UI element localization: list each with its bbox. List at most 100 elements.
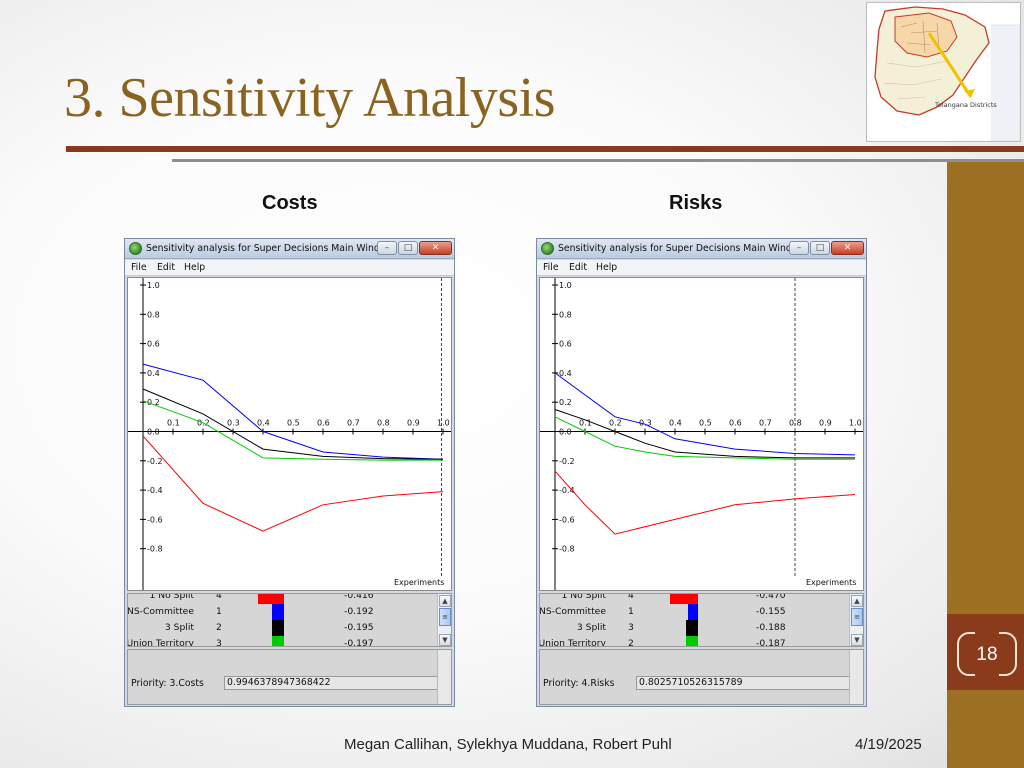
slide-title: 3. Sensitivity Analysis	[64, 67, 556, 129]
scroll-down-arrow-icon[interactable]: ▼	[851, 634, 863, 646]
menu-help[interactable]: Help	[184, 262, 206, 273]
maximize-button[interactable]: □	[398, 241, 418, 255]
window-title: Sensitivity analysis for Super Decisions…	[558, 243, 807, 254]
telangana-map-image: Telangana Districts	[866, 2, 1021, 142]
y-tick-label: 1.0	[559, 281, 572, 290]
priority-value-field[interactable]: 0.8025710526315789	[636, 676, 852, 690]
list-item[interactable]: 4 S-Union Territory 2 -0.187	[539, 636, 850, 647]
footer-authors: Megan Callihan, Sylekhya Muddana, Robert…	[344, 736, 672, 753]
alternative-name: 4 S-Union Territory	[539, 638, 606, 647]
menu-edit[interactable]: Edit	[569, 262, 588, 273]
app-icon	[129, 242, 142, 255]
series-line	[142, 400, 443, 461]
series-line	[554, 372, 856, 456]
alternative-value: -0.470	[756, 593, 786, 601]
x-tick-label: 0.3	[227, 419, 240, 428]
menu-help[interactable]: Help	[596, 262, 618, 273]
alternative-value: -0.416	[344, 593, 374, 601]
list-item[interactable]: 4 S-Union Territory 3 -0.197	[128, 636, 438, 647]
bar-ns-committee	[688, 604, 698, 620]
costs-label: Costs	[262, 192, 318, 214]
x-tick-label: 0.4	[257, 419, 270, 428]
y-tick-label: -0.6	[559, 515, 575, 524]
title-rule-primary	[66, 146, 1024, 152]
bar-ns-committee	[272, 604, 284, 620]
y-tick-label: 0.4	[147, 369, 160, 378]
alternatives-list: 1 No Split 4 -0.470 2 NS-Committee 1 -0.…	[539, 593, 864, 647]
alternative-name: 2 NS-Committee	[127, 606, 194, 617]
y-tick-label: -0.4	[559, 486, 575, 495]
scroll-thumb[interactable]: ≡	[851, 608, 863, 626]
y-tick-label: 0.4	[559, 369, 572, 378]
maximize-button[interactable]: □	[810, 241, 830, 255]
alternative-name: 1 No Split	[149, 593, 194, 601]
priority-panel: Priority: 3.Costs 0.9946378947368422	[127, 649, 452, 705]
window-title: Sensitivity analysis for Super Decisions…	[146, 243, 395, 254]
menu-bar: File Edit Help	[537, 260, 866, 276]
close-button[interactable]: ✕	[831, 241, 864, 255]
scroll-thumb[interactable]: ≡	[439, 608, 451, 626]
scroll-up-arrow-icon[interactable]: ▲	[851, 595, 863, 607]
priority-scrollbar[interactable]	[849, 650, 863, 704]
y-tick-label: 0.2	[559, 398, 572, 407]
series-line	[554, 409, 855, 459]
bar-split	[686, 620, 698, 636]
alternative-rank: 4	[628, 593, 634, 601]
alternative-value: -0.187	[756, 638, 786, 647]
title-rule-secondary	[172, 159, 1024, 162]
alternative-value: -0.155	[756, 606, 786, 617]
list-item[interactable]: 3 Split 2 -0.195	[128, 620, 438, 636]
minimize-button[interactable]: –	[377, 241, 397, 255]
priority-value-field[interactable]: 0.9946378947368422	[224, 676, 440, 690]
alternative-rank: 1	[216, 606, 222, 617]
y-tick-label: -0.2	[559, 457, 575, 466]
alternative-rank: 3	[216, 638, 222, 647]
list-item[interactable]: 1 No Split 4 -0.470	[540, 593, 850, 604]
menu-edit[interactable]: Edit	[157, 262, 176, 273]
list-scrollbar[interactable]: ▲ ≡ ▼	[437, 594, 451, 646]
alternative-rank: 1	[628, 606, 634, 617]
list-item[interactable]: 1 No Split 4 -0.416	[128, 593, 438, 604]
pointer-arrow-shape	[927, 32, 973, 98]
list-item[interactable]: 2 NS-Committee 1 -0.155	[540, 604, 850, 620]
alternative-name: 3 Split	[164, 622, 194, 633]
y-tick-label: 0.6	[147, 340, 160, 349]
y-tick-label: 0.0	[559, 428, 572, 437]
alternative-value: -0.188	[756, 622, 786, 633]
scroll-down-arrow-icon[interactable]: ▼	[439, 634, 451, 646]
minimize-button[interactable]: –	[789, 241, 809, 255]
priority-scrollbar[interactable]	[437, 650, 451, 704]
priority-panel: Priority: 4.Risks 0.8025710526315789	[539, 649, 864, 705]
slide-number: 18	[976, 644, 998, 665]
window-titlebar[interactable]: Sensitivity analysis for Super Decisions…	[537, 239, 866, 259]
alternative-name: 2 NS-Committee	[539, 606, 606, 617]
map-caption: Telangana Districts	[934, 101, 997, 109]
x-tick-label: 0.2	[609, 419, 622, 428]
list-scrollbar[interactable]: ▲ ≡ ▼	[849, 594, 863, 646]
list-item[interactable]: 2 NS-Committee 1 -0.192	[128, 604, 438, 620]
bar-s-union-territory	[272, 636, 284, 646]
close-button[interactable]: ✕	[419, 241, 452, 255]
y-tick-label: 0.8	[147, 310, 160, 319]
alternative-name: 1 No Split	[561, 593, 606, 601]
menu-file[interactable]: File	[131, 262, 147, 273]
y-tick-label: 0.6	[559, 340, 572, 349]
series-line	[554, 470, 856, 535]
alternative-name: 3 Split	[576, 622, 606, 633]
bar-split	[272, 620, 284, 636]
window-titlebar[interactable]: Sensitivity analysis for Super Decisions…	[125, 239, 454, 259]
sensitivity-chart[interactable]: 1.0 0.8 0.6 0.4 0.2 0.0 -0.2 -0.4 -0.6 -0.8 0.1 0.2…	[127, 277, 452, 591]
alternative-value: -0.197	[344, 638, 374, 647]
menu-file[interactable]: File	[543, 262, 559, 273]
alternative-rank: 4	[216, 593, 222, 601]
scroll-up-arrow-icon[interactable]: ▲	[439, 595, 451, 607]
sensitivity-chart[interactable]: 1.0 0.8 0.6 0.4 0.2 0.0 -0.2 -0.4 -0.6 -0.8 0.1 0.2…	[539, 277, 864, 591]
alternative-rank: 2	[628, 638, 634, 647]
x-axis-label: Experiments	[806, 578, 856, 587]
bar-no-split	[258, 594, 284, 604]
app-icon	[541, 242, 554, 255]
bar-no-split	[670, 594, 698, 604]
x-tick-label: 0.5	[699, 419, 712, 428]
x-tick-label: 0.7	[347, 419, 360, 428]
list-item[interactable]: 3 Split 3 -0.188	[540, 620, 850, 636]
